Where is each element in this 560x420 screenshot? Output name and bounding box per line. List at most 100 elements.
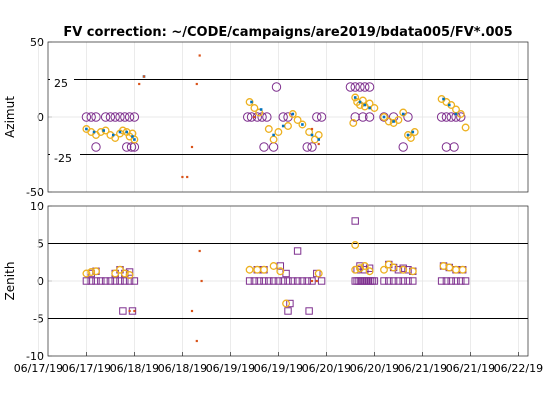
data-point-circle [345,82,356,92]
data-point-ring [87,268,96,276]
data-point-dot [291,112,295,116]
data-point-ring [253,265,262,274]
data-point-dot [259,108,263,111]
data-point-ring [264,125,273,133]
data-point-dot [301,123,304,126]
data-point-orange [128,309,131,313]
data-point-circle [360,82,370,92]
data-point-ring [269,262,278,270]
data-point-circle [126,142,137,152]
data-point-square [250,277,259,285]
data-point-circle [259,142,269,152]
data-point-ring [260,265,268,274]
data-point-square [274,277,283,285]
data-point-circle [302,142,312,152]
data-point-dot [118,130,122,134]
x-tick-label: 06/20/19 [302,362,351,375]
data-point-square [298,277,307,285]
data-point-circle [312,112,322,122]
y-tick-label: -10 [26,350,44,363]
data-point-square [130,277,139,285]
annotation-neg25-bg [50,149,80,164]
data-point-circle [278,112,288,122]
data-point-square [82,277,91,285]
data-point-circle [358,112,368,122]
data-point-circle [129,112,140,122]
data-point-ring [351,93,360,102]
data-point-ring [82,269,91,278]
data-point-square [461,277,470,285]
data-point-square [255,277,263,285]
data-point-ring [116,265,124,274]
data-point-square [303,277,311,285]
data-point-circle [456,112,466,122]
data-point-ring [445,263,454,272]
data-point-square [389,277,398,285]
data-point-orange [138,82,141,86]
data-point-orange [190,145,194,149]
data-point-circle [86,112,96,122]
y-tick-label: 5 [37,238,44,251]
data-point-ring [408,267,417,276]
x-tick-label: 06/18/19 [158,362,207,375]
data-point-dot [454,112,458,116]
zenith-data [82,217,470,343]
data-point-square [308,277,316,285]
data-point-ring [365,267,374,276]
data-point-circle [436,112,447,122]
data-point-circle [441,142,452,152]
data-point-square [87,277,95,285]
data-point-ring [349,119,358,127]
x-tick-label: 06/19/19 [254,362,303,375]
data-point-orange [200,279,203,283]
data-point-orange [133,309,136,313]
data-point-ring [120,269,129,278]
data-point-ring [293,116,302,124]
data-point-square [289,277,297,285]
azimut-y-label: Azimut [3,96,17,138]
x-tick-label: 06/21/19 [446,362,495,375]
data-point-circle [350,82,360,92]
data-point-ring [284,122,292,130]
data-point-ring [399,108,408,117]
x-tick-label: 06/17/19 [62,362,111,375]
data-point-dot [272,133,275,137]
data-point-square [361,266,369,274]
x-tick-label: 06/22/19 [494,362,543,375]
data-point-dot [358,100,362,104]
data-point-circle [441,112,452,122]
data-point-square [106,277,115,285]
zenith-y-label: Zenith [3,262,17,301]
data-point-ring [125,271,134,279]
data-point-circle [110,112,120,122]
data-point-orange [253,115,256,119]
data-point-square [385,277,393,285]
data-point-dot [85,127,88,131]
data-point-ring [452,265,460,274]
data-point-dot [363,103,367,107]
data-point-square [284,277,292,285]
data-point-ring [351,241,360,249]
data-point-square [394,266,403,274]
data-point-circle [398,142,408,152]
data-point-circle [252,112,262,122]
data-point-square [452,277,460,285]
data-point-square [394,277,403,285]
y-tick-label: 0 [37,111,44,124]
data-point-ring [370,104,379,112]
data-point-ring [245,98,254,106]
data-point-ring [298,120,307,129]
data-point-ring [456,110,465,118]
data-point-dot [401,112,405,116]
data-point-circle [120,112,130,122]
y-tick-label: 0 [37,275,44,288]
data-point-square [286,299,294,308]
data-point-circle [379,112,389,122]
data-point-ring [389,263,398,272]
data-point-square [293,247,302,255]
data-point-orange [190,309,194,313]
x-axis-ticks: 06/17/1906/17/1906/18/1906/18/1906/19/19… [14,352,543,375]
data-point-ring [92,267,100,276]
data-point-square [447,277,455,285]
